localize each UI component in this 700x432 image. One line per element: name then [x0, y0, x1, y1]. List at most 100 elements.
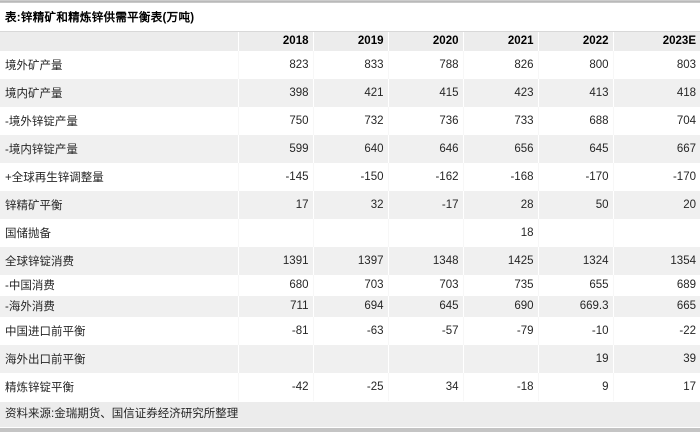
table-row: 境内矿产量 398 421 415 423 413 418 [0, 78, 700, 107]
value-cell: 680 [237, 274, 313, 296]
column-header: 2022 [537, 31, 613, 51]
row-label-cell: +全球再生锌调整量 [5, 171, 104, 184]
value-cell: 694 [312, 295, 388, 317]
value-cell: 421 [312, 78, 388, 107]
value-cell [312, 218, 388, 247]
column-header: 2019 [312, 31, 388, 51]
value-cell [387, 218, 463, 247]
row-label-cell: 境内矿产量 [5, 87, 63, 100]
value-cell: 704 [612, 106, 700, 135]
value-cell [612, 218, 700, 247]
value-cell: 1397 [312, 246, 388, 275]
value-cell: 823 [237, 50, 313, 79]
value-cell: 833 [312, 50, 388, 79]
value-cell: 398 [237, 78, 313, 107]
value-cell: 19 [537, 344, 613, 373]
value-cell: 646 [387, 134, 463, 163]
value-cell [462, 344, 538, 373]
value-cell: -10 [537, 316, 613, 345]
value-cell: 17 [612, 372, 700, 401]
value-cell [537, 218, 613, 247]
value-cell: 1348 [387, 246, 463, 275]
value-cell: 18 [462, 218, 538, 247]
value-cell: -150 [312, 162, 388, 191]
table-row: 锌精矿平衡 17 32 -17 28 50 20 [0, 190, 700, 219]
table-row: +全球再生锌调整量 -145 -150 -162 -168 -170 -170 [0, 162, 700, 191]
value-cell: 415 [387, 78, 463, 107]
value-cell: 826 [462, 50, 538, 79]
value-cell: 9 [537, 372, 613, 401]
table-row: 全球锌锭消费 1391 1397 1348 1425 1324 1354 [0, 246, 700, 275]
value-cell: -145 [237, 162, 313, 191]
table-row: 国储抛备 18 [0, 218, 700, 247]
table-row: -境外锌锭产量 750 732 736 733 688 704 [0, 106, 700, 135]
value-cell: 20 [612, 190, 700, 219]
row-label-cell: -境外锌锭产量 [5, 115, 78, 128]
value-cell: 655 [537, 274, 613, 296]
table-row: -中国消费 680 703 703 735 655 689 [0, 274, 700, 296]
table-title: 表:锌精矿和精炼锌供需平衡表(万吨) [5, 12, 195, 24]
value-cell: 736 [387, 106, 463, 135]
table-row: 精炼锌锭平衡 -42 -25 34 -18 9 17 [0, 372, 700, 401]
column-header-row: 2018 2019 2020 2021 2022 2023E [0, 31, 700, 51]
value-cell: -81 [237, 316, 313, 345]
column-header: 2021 [462, 31, 538, 51]
value-cell: -170 [537, 162, 613, 191]
value-cell [237, 344, 313, 373]
top-divider-bar [0, 0, 700, 3]
value-cell: 1324 [537, 246, 613, 275]
row-label-cell: -海外消费 [5, 301, 55, 313]
value-cell: -79 [462, 316, 538, 345]
value-cell: 39 [612, 344, 700, 373]
column-header: 2023E [612, 31, 700, 51]
table-row: 中国进口前平衡 -81 -63 -57 -79 -10 -22 [0, 316, 700, 345]
value-cell: 665 [612, 295, 700, 317]
value-cell: 703 [312, 274, 388, 296]
value-cell: -25 [312, 372, 388, 401]
value-cell: 788 [387, 50, 463, 79]
row-label-cell: 精炼锌锭平衡 [5, 381, 74, 394]
row-label-cell: -境内锌锭产量 [5, 143, 78, 156]
value-cell: 669.3 [537, 295, 613, 317]
value-cell: -42 [237, 372, 313, 401]
column-header: 2020 [387, 31, 463, 51]
value-cell: 34 [387, 372, 463, 401]
table-row: -海外消费 711 694 645 690 669.3 665 [0, 295, 700, 317]
row-label-cell: 全球锌锭消费 [5, 255, 74, 268]
value-cell: 750 [237, 106, 313, 135]
value-cell: 803 [612, 50, 700, 79]
value-cell: -57 [387, 316, 463, 345]
value-cell: -18 [462, 372, 538, 401]
row-label-cell: 锌精矿平衡 [5, 199, 63, 212]
value-cell: 418 [612, 78, 700, 107]
value-cell [312, 344, 388, 373]
row-label-cell: 境外矿产量 [5, 59, 63, 72]
row-label-cell: 中国进口前平衡 [5, 325, 86, 338]
value-cell: 800 [537, 50, 613, 79]
column-header: 2018 [237, 31, 313, 51]
value-cell: 735 [462, 274, 538, 296]
value-cell: 690 [462, 295, 538, 317]
table-body: 境外矿产量 823 833 788 826 800 803 境内矿产量 398 421 415 423… [0, 50, 700, 401]
value-cell: 733 [462, 106, 538, 135]
header-label-cell [0, 31, 238, 51]
table-row: 境外矿产量 823 833 788 826 800 803 [0, 50, 700, 79]
value-cell: 732 [312, 106, 388, 135]
source-note: 资料来源:金瑞期货、国信证券经济研究所整理 [0, 401, 700, 427]
value-cell: 688 [537, 106, 613, 135]
row-label-cell: -中国消费 [5, 280, 55, 292]
value-cell: 599 [237, 134, 313, 163]
bottom-divider-bar [0, 427, 700, 432]
value-cell [387, 344, 463, 373]
value-cell: 423 [462, 78, 538, 107]
value-cell: 1425 [462, 246, 538, 275]
table-row: 海外出口前平衡 19 39 [0, 344, 700, 373]
value-cell: -63 [312, 316, 388, 345]
value-cell: 703 [387, 274, 463, 296]
value-cell: 17 [237, 190, 313, 219]
value-cell: 689 [612, 274, 700, 296]
value-cell: 667 [612, 134, 700, 163]
value-cell: 711 [237, 295, 313, 317]
value-cell: -170 [612, 162, 700, 191]
table-row: -境内锌锭产量 599 640 646 656 645 667 [0, 134, 700, 163]
